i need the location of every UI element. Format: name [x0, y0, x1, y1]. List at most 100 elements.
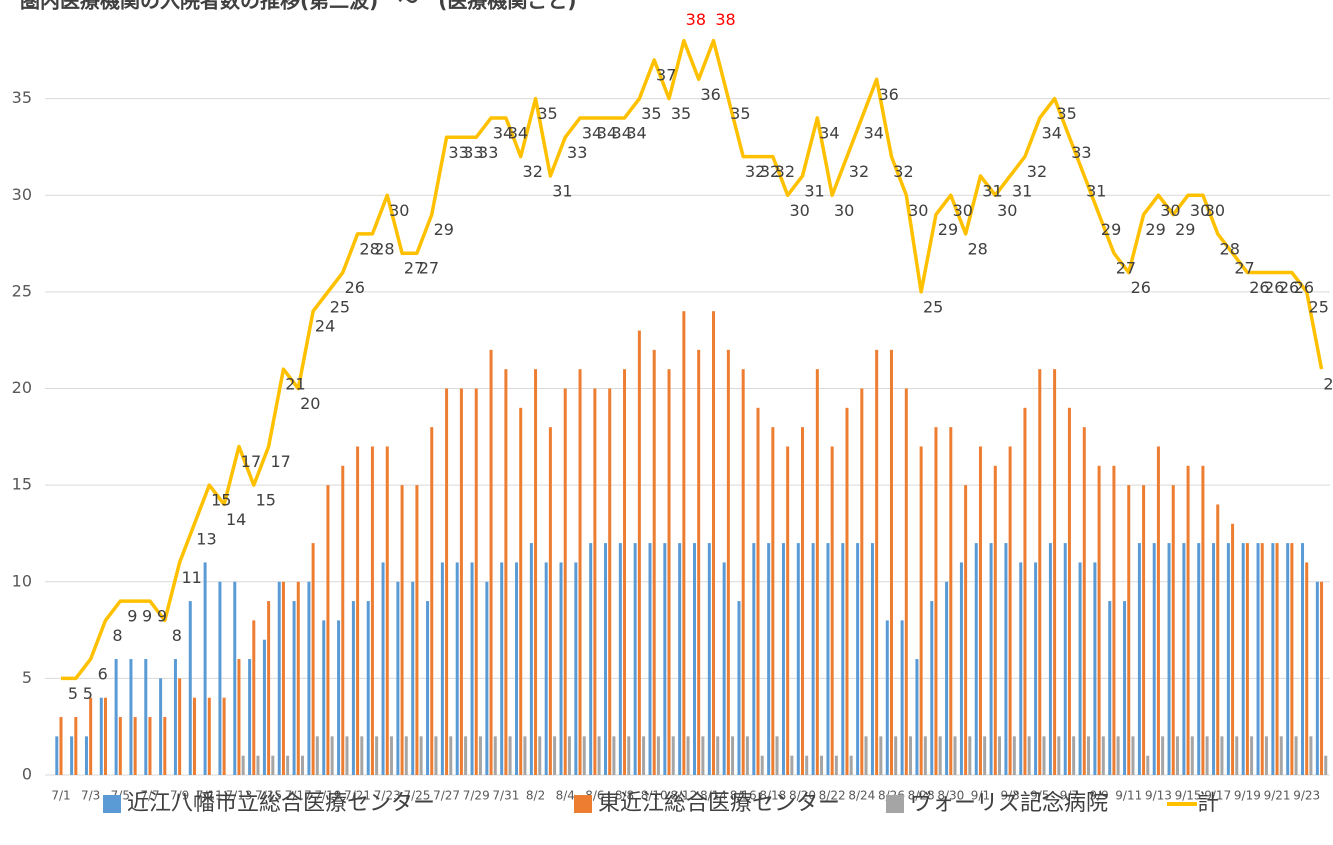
- bar: [559, 562, 563, 775]
- legend-label: 計: [1197, 791, 1219, 816]
- x-tick-label: 8/2: [526, 789, 545, 803]
- data-label: 28: [967, 239, 987, 258]
- bar: [820, 755, 824, 775]
- bar: [1212, 543, 1216, 775]
- data-label: 32: [760, 162, 780, 181]
- bar: [678, 543, 682, 775]
- bar: [845, 407, 849, 775]
- bar: [756, 407, 760, 775]
- data-label: 21: [1323, 375, 1333, 394]
- bar: [771, 427, 775, 775]
- bar: [1142, 485, 1146, 775]
- data-label: 34: [819, 123, 839, 142]
- bar: [1301, 543, 1305, 775]
- bar: [103, 697, 107, 775]
- bar: [1042, 736, 1046, 775]
- y-tick-label: 25: [12, 281, 32, 300]
- bar: [608, 388, 612, 775]
- bar: [968, 736, 972, 775]
- bar: [474, 388, 478, 775]
- bar: [256, 755, 260, 775]
- data-label: 30: [1190, 201, 1210, 220]
- legend-swatch: [103, 795, 121, 813]
- data-label: 17: [270, 452, 290, 471]
- bar: [663, 543, 667, 775]
- bar: [1067, 407, 1071, 775]
- bar: [449, 736, 453, 775]
- bar: [1216, 504, 1220, 775]
- bar: [493, 736, 497, 775]
- bar: [1197, 543, 1201, 775]
- bar: [1038, 369, 1042, 775]
- data-label: 30: [834, 201, 854, 220]
- data-label: 30: [1205, 201, 1225, 220]
- data-label: 25: [330, 297, 350, 316]
- data-label: 9: [157, 607, 167, 626]
- x-tick-label: 9/21: [1264, 789, 1291, 803]
- bar: [1167, 543, 1171, 775]
- data-label: 29: [1101, 220, 1121, 239]
- x-tick-label: 8/22: [819, 789, 846, 803]
- bar: [1012, 736, 1016, 775]
- bar: [781, 543, 785, 775]
- bar: [697, 349, 701, 775]
- bar: [752, 543, 756, 775]
- data-label: 34: [864, 123, 884, 142]
- x-tick-label: 7/15: [255, 789, 282, 803]
- data-label: 30: [389, 201, 409, 220]
- bar: [434, 736, 438, 775]
- bar: [1008, 446, 1012, 775]
- chart-title: 圏内医療機関の入院者数の推移(第二波) ～ (医療機関ごと): [20, 0, 577, 13]
- data-label: 27: [419, 259, 439, 278]
- bar: [701, 736, 705, 775]
- bar: [671, 736, 675, 775]
- data-label: 37: [656, 65, 676, 84]
- bar: [652, 349, 656, 775]
- bar: [271, 755, 275, 775]
- bar: [1057, 736, 1061, 775]
- x-tick-label: 7/13: [225, 789, 252, 803]
- bar: [404, 736, 408, 775]
- bar: [760, 755, 764, 775]
- bar: [426, 601, 430, 775]
- data-label: 26: [1249, 278, 1269, 297]
- x-tick-label: 7/1: [51, 789, 70, 803]
- bar: [286, 755, 290, 775]
- x-tick-label: 8/20: [789, 789, 816, 803]
- data-label: 24: [315, 317, 335, 336]
- data-label: 32: [775, 162, 795, 181]
- bar: [89, 697, 93, 775]
- bar: [1315, 581, 1319, 775]
- bar: [99, 697, 103, 775]
- bar: [574, 562, 578, 775]
- bar: [1294, 736, 1298, 775]
- bar: [945, 581, 949, 775]
- x-tick-label: 8/18: [759, 789, 786, 803]
- data-label: 26: [1131, 278, 1151, 297]
- total-line: [61, 38, 1324, 681]
- data-label: 34: [508, 123, 528, 142]
- bar: [411, 581, 415, 775]
- bar: [1082, 427, 1086, 775]
- bar: [504, 369, 508, 775]
- data-label: 13: [196, 529, 216, 548]
- bar: [1123, 601, 1127, 775]
- bar: [548, 427, 552, 775]
- bar: [538, 736, 542, 775]
- bar: [1023, 407, 1027, 775]
- bar: [129, 659, 133, 775]
- bar: [485, 581, 489, 775]
- data-label: 26: [1294, 278, 1314, 297]
- data-label: 26: [345, 278, 365, 297]
- bar: [144, 659, 148, 775]
- bar: [1137, 543, 1141, 775]
- data-label: 38: [715, 10, 735, 29]
- bar: [237, 659, 241, 775]
- bar: [894, 736, 898, 775]
- data-label: 33: [1071, 143, 1091, 162]
- data-label: 34: [1042, 123, 1062, 142]
- bar: [712, 311, 716, 775]
- bar: [589, 543, 593, 775]
- legend-swatch: [574, 795, 592, 813]
- data-label: 33: [463, 143, 483, 162]
